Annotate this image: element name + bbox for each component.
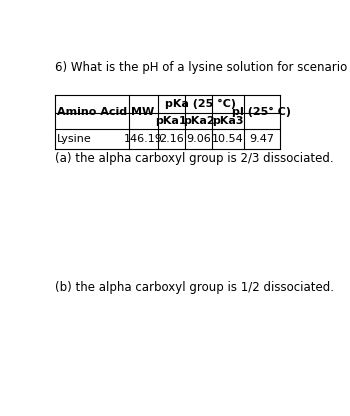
Text: 9.47: 9.47	[249, 134, 274, 144]
Text: pI (25° C): pI (25° C)	[232, 107, 291, 117]
Text: pKa2: pKa2	[183, 116, 214, 126]
Text: (b) the alpha carboxyl group is 1/2 dissociated.: (b) the alpha carboxyl group is 1/2 diss…	[55, 280, 334, 294]
Text: 146.19: 146.19	[124, 134, 162, 144]
Text: pKa1: pKa1	[155, 116, 187, 126]
Text: Amino Acid: Amino Acid	[57, 107, 127, 117]
Text: 6) What is the pH of a lysine solution for scenario (a) and (b). (10 points): 6) What is the pH of a lysine solution f…	[55, 61, 350, 74]
Text: Lysine: Lysine	[57, 134, 91, 144]
Text: MW: MW	[131, 107, 155, 117]
Text: pKa (25 °C): pKa (25 °C)	[165, 99, 236, 109]
Text: 2.16: 2.16	[159, 134, 183, 144]
Text: 10.54: 10.54	[212, 134, 244, 144]
Text: pKa3: pKa3	[212, 116, 244, 126]
Text: (a) the alpha carboxyl group is 2/3 dissociated.: (a) the alpha carboxyl group is 2/3 diss…	[55, 152, 333, 166]
Text: 9.06: 9.06	[186, 134, 211, 144]
